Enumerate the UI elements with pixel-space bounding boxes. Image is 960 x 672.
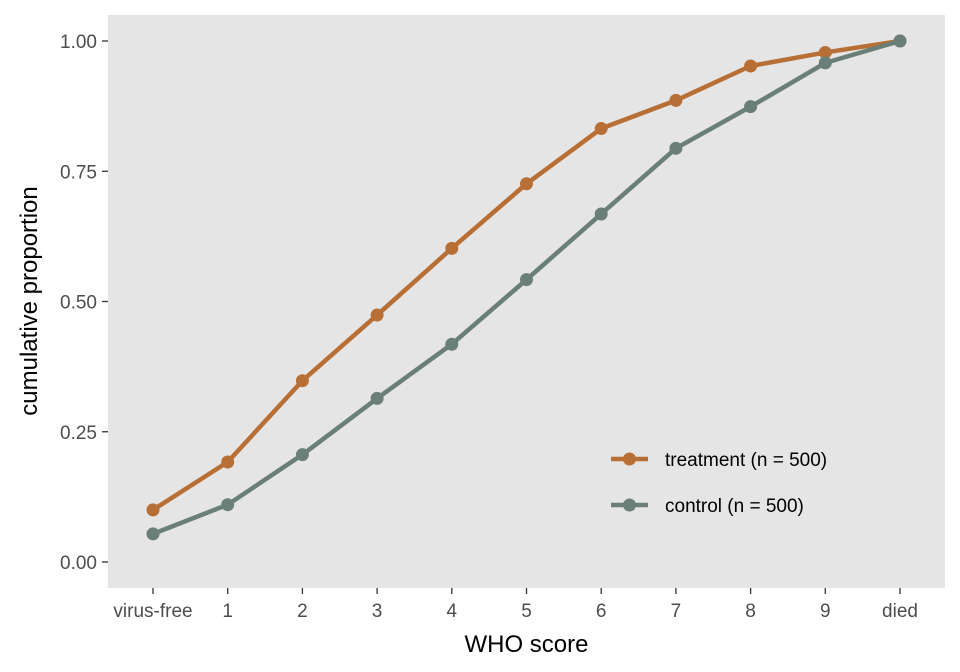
data-point-control [520,273,533,287]
legend-label-control: control (n = 500) [665,496,804,517]
x-tick-label: 2 [297,601,308,622]
legend-key-point-control [623,498,636,512]
data-point-treatment [370,308,384,322]
x-tick-label: 5 [521,601,532,622]
x-tick-label: 3 [372,601,383,622]
legend-label-treatment: treatment (n = 500) [665,450,827,471]
legend: treatment (n = 500) control (n = 500) [611,450,827,517]
x-tick-label: 9 [820,601,831,622]
data-point-control [295,448,309,462]
data-point-control [221,498,235,512]
x-tick-label: 1 [222,601,233,622]
data-point-control [669,141,683,155]
data-point-treatment [221,455,235,469]
y-tick-label: 0.75 [60,162,97,183]
data-point-treatment [594,122,608,136]
data-point-control [818,56,832,70]
legend-key-point-treatment [623,452,636,466]
y-tick-label: 0.25 [60,423,97,444]
data-point-control [893,34,907,48]
x-tick-label: 4 [447,601,458,622]
data-point-control [445,337,459,351]
data-point-treatment [445,241,459,255]
x-tick-label: died [882,601,918,622]
x-axis: virus-free 1 2 3 4 5 6 7 8 9 died [113,588,918,622]
data-point-treatment [744,59,758,73]
data-point-treatment [669,93,683,107]
y-tick-label: 0.50 [60,293,97,314]
data-point-control [594,207,608,221]
x-tick-label: 8 [745,601,756,622]
x-tick-label: 7 [671,601,682,622]
x-axis-title: WHO score [464,631,588,658]
y-axis: 0.00 0.25 0.50 0.75 1.00 [60,32,108,574]
data-point-treatment [146,503,160,517]
x-tick-label: virus-free [113,601,192,622]
y-tick-label: 0.00 [60,553,97,574]
y-axis-title: cumulative proportion [16,186,43,415]
y-tick-label: 1.00 [60,32,97,53]
data-point-treatment [520,177,533,191]
data-point-control [370,391,384,405]
series-layer [146,34,907,541]
data-point-treatment [818,45,832,59]
x-tick-label: 6 [596,601,607,622]
data-point-control [744,100,758,114]
data-point-control [146,527,160,541]
data-point-treatment [295,374,309,388]
